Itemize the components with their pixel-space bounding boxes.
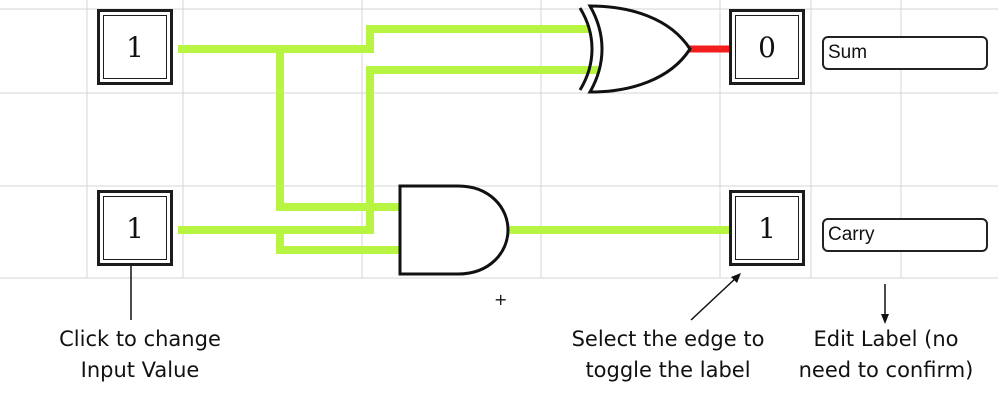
label-hint: Edit Label (no need to confirm) xyxy=(786,324,986,386)
input-b-value: 1 xyxy=(126,211,144,245)
output-node-sum[interactable]: 0 xyxy=(729,9,805,85)
wire-a-to-and[interactable] xyxy=(276,49,400,211)
carry-label-input[interactable] xyxy=(822,218,988,252)
input-hint-line-2: Input Value xyxy=(80,358,200,382)
and-gate[interactable] xyxy=(398,184,510,276)
input-hint: Click to change Input Value xyxy=(40,324,240,386)
xor-gate[interactable] xyxy=(578,4,692,94)
arrow-to-edge xyxy=(690,273,741,321)
wire-b-to-and[interactable] xyxy=(276,230,400,254)
edge-hint-line-1: Select the edge to xyxy=(571,327,765,351)
wire-b-to-xor[interactable] xyxy=(178,66,598,234)
label-hint-line-1: Edit Label (no xyxy=(813,327,959,351)
wire-a-to-xor[interactable] xyxy=(178,25,590,53)
arrow-to-label xyxy=(881,284,889,324)
sum-value: 0 xyxy=(758,30,776,64)
label-hint-line-2: need to confirm) xyxy=(798,358,974,382)
input-a-value: 1 xyxy=(126,30,144,64)
carry-value: 1 xyxy=(758,211,776,245)
input-node-b[interactable]: 1 xyxy=(97,190,173,266)
sum-label-input[interactable] xyxy=(822,36,988,70)
edge-hint-line-2: toggle the label xyxy=(585,358,751,382)
edge-hint: Select the edge to toggle the label xyxy=(558,324,778,386)
output-node-carry[interactable]: 1 xyxy=(729,190,805,266)
crosshair-cursor-icon: + xyxy=(494,290,508,309)
input-hint-line-1: Click to change xyxy=(59,327,221,351)
input-node-a[interactable]: 1 xyxy=(97,9,173,85)
